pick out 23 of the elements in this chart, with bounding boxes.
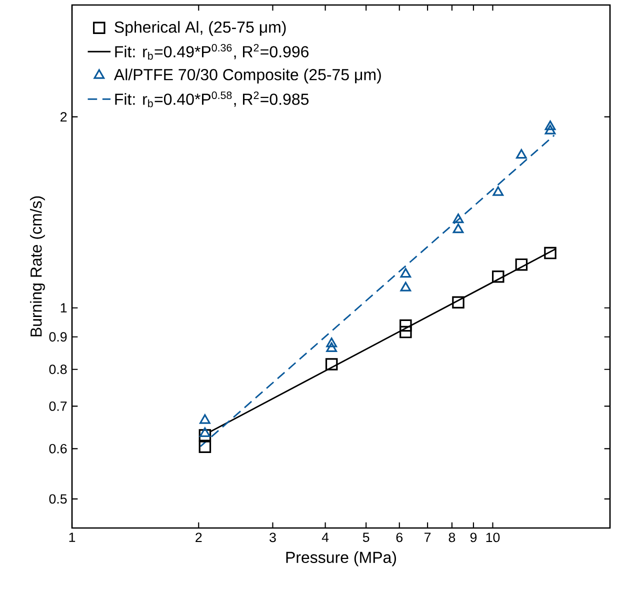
x-axis-title: Pressure (MPa) — [286, 551, 396, 566]
y-tick-label: 0.7 — [49, 401, 67, 411]
x-tick-label: 6 — [396, 532, 403, 542]
x-tick-label: 7 — [424, 532, 431, 542]
x-tick-label: 3 — [270, 532, 276, 542]
y-tick-label: 1 — [60, 303, 67, 312]
x-tick-label: 1 — [69, 532, 76, 542]
legend-label: Spherical Al, (25-75 μm) — [114, 21, 286, 36]
legend-label: Fit: r$_{b}$=0.40*P$^{0.58}$, R$^{2}$=0.985 — [115, 92, 309, 108]
y-tick-label: 0.5 — [49, 494, 67, 504]
x-tick-label: 9 — [470, 532, 477, 542]
x-tick-label: 10 — [486, 532, 500, 542]
x-tick-label: 4 — [322, 532, 329, 542]
y-axis-title: Burning Rate (cm/s) — [30, 196, 45, 336]
x-tick-label: 2 — [196, 532, 202, 542]
y-tick-label: 0.9 — [49, 332, 67, 342]
legend-label: Al/PTFE 70/30 Composite (25-75 μm) — [114, 68, 381, 84]
y-tick-label: 2 — [60, 112, 67, 122]
y-tick-label: 0.6 — [49, 444, 67, 454]
x-tick-label: 5 — [362, 532, 370, 542]
x-tick-label: 8 — [448, 532, 456, 542]
y-tick-label: 0.8 — [49, 364, 67, 374]
legend-label: Fit: r$_{b}$=0.49*P$^{0.36}$, R$^{2}$=0.996 — [115, 44, 309, 60]
